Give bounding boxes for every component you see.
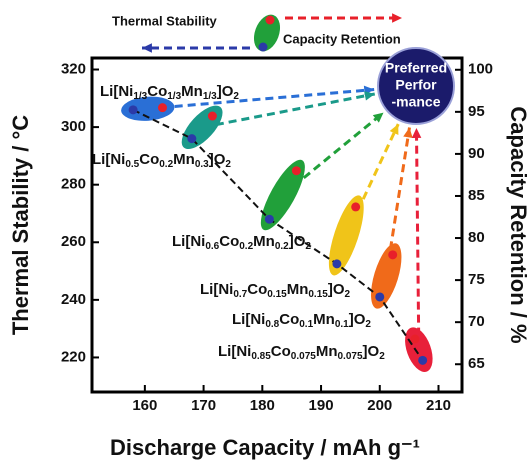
x-axis-title: Discharge Capacity / mAh g⁻¹ <box>110 435 420 460</box>
target-arrow-head <box>389 124 399 136</box>
material-label: Li[Ni0.6Co0.2Mn0.2]O2 <box>172 233 311 252</box>
target-arrow-head <box>364 91 375 101</box>
thermal-point <box>418 355 428 365</box>
material-label: Li[Ni0.8Co0.1Mn0.1]O2 <box>232 311 371 330</box>
y-tick-label: 260 <box>61 233 86 250</box>
target-arrow <box>292 111 385 188</box>
y2-tick-label: 75 <box>468 271 485 288</box>
target-arrow-head <box>411 127 422 138</box>
legend-arrow-head <box>142 43 152 53</box>
x-tick-label: 210 <box>426 397 451 414</box>
retention-point <box>291 166 301 176</box>
retention-point <box>351 202 361 212</box>
y2-tick-label: 65 <box>468 355 485 372</box>
y-tick-label: 280 <box>61 176 86 193</box>
target-label: Perfor <box>395 77 437 93</box>
y-tick-label: 320 <box>61 60 86 77</box>
y2-tick-label: 80 <box>468 229 485 246</box>
material-label: Li[Ni1/3Co1/3Mn1/3]O2 <box>100 83 239 102</box>
y2-tick-label: 70 <box>468 313 485 330</box>
target-arrow-head <box>403 127 413 139</box>
y-tick-label: 240 <box>61 291 86 308</box>
y2-axis-title: Capacity Retention / % <box>506 106 531 343</box>
thermal-point <box>187 134 197 144</box>
x-tick-label: 180 <box>250 397 275 414</box>
retention-point <box>157 103 167 113</box>
material-ellipse <box>181 105 223 150</box>
legend-dot <box>258 42 268 52</box>
target-label: -mance <box>391 94 440 110</box>
legend-dot <box>265 15 275 25</box>
retention-point <box>207 111 217 121</box>
target-circle <box>377 47 455 125</box>
y2-tick-label: 95 <box>468 103 485 120</box>
y-axis-title: Thermal Stability / °C <box>8 115 33 335</box>
y2-tick-label: 100 <box>468 61 493 78</box>
x-tick-label: 200 <box>367 397 392 414</box>
y2-tick-label: 90 <box>468 145 485 162</box>
material-ellipse <box>371 243 402 309</box>
material-label: Li[Ni0.7Co0.15Mn0.15]O2 <box>200 281 351 300</box>
material-ellipse <box>260 159 305 231</box>
x-tick-label: 190 <box>309 397 334 414</box>
material-ellipse <box>121 96 175 121</box>
target-arrow <box>414 127 421 336</box>
target-arrow <box>386 127 411 263</box>
target-arrow <box>161 88 375 110</box>
legend-label: Capacity Retention <box>283 31 401 46</box>
legend-label: Thermal Stability <box>112 13 218 28</box>
x-tick-label: 160 <box>132 397 157 414</box>
y2-tick-label: 85 <box>468 187 485 204</box>
target-label: Preferred <box>385 60 447 76</box>
target-arrow-head <box>372 112 384 123</box>
thermal-point <box>375 292 385 302</box>
y-tick-label: 300 <box>61 118 86 135</box>
retention-point <box>388 250 398 260</box>
legend-ellipse <box>253 14 281 52</box>
thermal-trend <box>132 108 424 361</box>
material-label: Li[Ni0.5Co0.2Mn0.3]O2 <box>92 151 231 170</box>
thermal-point <box>332 259 342 269</box>
retention-point <box>410 334 420 344</box>
y-tick-label: 220 <box>61 348 86 365</box>
material-label: Li[Ni0.85Co0.075Mn0.075]O2 <box>218 343 385 362</box>
material-ellipse <box>328 195 364 276</box>
target-arrow <box>215 92 376 127</box>
thermal-point <box>128 105 138 115</box>
legend-arrow-head <box>392 13 402 23</box>
thermal-point <box>264 214 274 224</box>
x-tick-label: 170 <box>191 397 216 414</box>
plot-frame <box>90 56 464 394</box>
